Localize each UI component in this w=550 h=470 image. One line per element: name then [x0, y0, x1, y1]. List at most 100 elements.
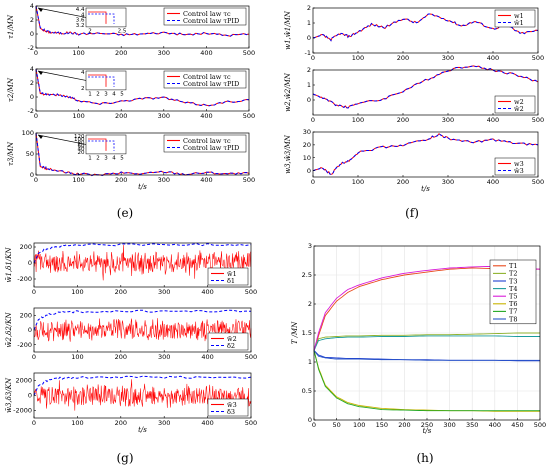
axes-frame — [33, 242, 252, 288]
legend-label: T6 — [509, 300, 517, 308]
inset-y-tick-label: 4 — [81, 12, 85, 18]
axes-frame — [312, 69, 539, 116]
series-e1-2 — [35, 5, 250, 37]
x-tick-label: 300 — [158, 176, 170, 184]
x-axis-label: t/s — [138, 426, 147, 434]
y-axis-label: w1,ŵ1/MN — [284, 10, 292, 50]
x-tick-label: 300 — [442, 178, 454, 186]
x-tick-label: 450 — [511, 421, 523, 429]
y-tick-label: 0 — [28, 259, 32, 267]
chart-g3: 0 100 200 300 400 500-200002000w̃3,δ3/KNt/sw̃… — [4, 372, 257, 434]
y-tick-label: 10 — [303, 154, 311, 162]
series-h-7 — [313, 350, 540, 412]
x-tick-label: 300 — [442, 54, 454, 62]
series-g1-1 — [33, 244, 252, 281]
inset-x-tick-label: 4 — [112, 91, 116, 97]
y-tick-label: 1 — [307, 81, 311, 89]
x-tick-label: 500 — [532, 178, 544, 186]
y-axis-label: w̃2,δ2/KN — [4, 312, 13, 348]
legend-label: T8 — [509, 315, 517, 323]
x-tick-label: 500 — [243, 49, 255, 57]
x-tick-label: 400 — [201, 353, 213, 361]
y-tick-label: 0 — [28, 392, 32, 400]
x-tick-label: 300 — [443, 421, 455, 429]
inset-series-tauc — [88, 11, 107, 24]
legend-label: w̃3 — [227, 400, 237, 409]
y-tick-label: -200 — [17, 341, 32, 349]
y-tick-label: 0 — [308, 416, 312, 424]
y-tick-label: 0.5 — [302, 387, 312, 395]
x-tick-label: 0 — [311, 54, 315, 62]
legend-label: T4 — [509, 285, 517, 293]
legend-label: δ3 — [227, 408, 235, 416]
legend-label: Control law τPID — [183, 17, 239, 25]
series-f1-2 — [312, 13, 539, 42]
x-tick-label: 400 — [487, 54, 499, 62]
inset-y-tick-label: 4 — [81, 70, 85, 76]
x-tick-label: 350 — [466, 421, 478, 429]
y-tick-label: -1 — [305, 49, 311, 57]
y-tick-label: -2 — [28, 107, 34, 115]
x-tick-label: 0 — [34, 112, 38, 120]
x-tick-label: 500 — [243, 176, 255, 184]
legend-label: ŵ1 — [514, 19, 524, 27]
x-tick-label: 100 — [71, 419, 83, 427]
x-tick-label: 0 — [32, 419, 36, 427]
legend-label: Control law τPID — [183, 144, 239, 152]
y-axis-label: τ1/MN — [7, 14, 15, 39]
panel-letter-e: (e) — [117, 206, 133, 220]
inset-y-tick-label: 60 — [78, 144, 85, 150]
legend-label: δ1 — [227, 277, 235, 285]
inset-x-tick-label: 2 — [88, 28, 92, 34]
series-g2-1 — [33, 318, 252, 345]
y-tick-label: 2 — [30, 79, 34, 87]
chart-h: 0 50 100 150 200 250 300 350 400 450 500 0 0.5 1 1.5 2 2… — [291, 242, 546, 435]
inset-y-tick-label: 3.2 — [76, 23, 85, 29]
axes-frame — [35, 5, 250, 49]
y-tick-label: 0 — [30, 30, 34, 38]
x-tick-label: 300 — [442, 116, 454, 124]
y-tick-label: 100 — [22, 129, 34, 137]
inset-arrow — [37, 70, 87, 81]
x-tick-label: 200 — [398, 421, 410, 429]
x-tick-label: 500 — [245, 288, 257, 296]
y-tick-label: 1 — [308, 358, 312, 366]
panel-letter-g: (g) — [116, 451, 133, 465]
x-tick-label: 200 — [397, 54, 409, 62]
inset-x-tick-label: 2 — [96, 91, 100, 97]
inset-x-tick-label: 2.5 — [118, 28, 127, 34]
inset-x-tick-label: 5 — [120, 91, 124, 97]
inset-series-tauc — [88, 74, 107, 87]
inset-arrowhead — [38, 8, 43, 12]
y-axis-label: w3,ŵ3/MN — [284, 134, 292, 174]
x-tick-label: 0 — [34, 49, 38, 57]
x-tick-label: 200 — [397, 178, 409, 186]
legend-label: ŵ3 — [514, 167, 524, 175]
x-tick-label: 300 — [158, 112, 170, 120]
panel-letter-h: (h) — [416, 451, 433, 465]
x-tick-label: 400 — [201, 419, 213, 427]
y-tick-label: 1 — [307, 19, 311, 27]
y-tick-label: 2 — [307, 66, 311, 74]
x-tick-label: 400 — [200, 112, 212, 120]
panel-letter-f: (f) — [405, 206, 419, 220]
x-tick-label: 400 — [489, 421, 501, 429]
y-tick-label: 200 — [20, 243, 32, 251]
legend-label: w2 — [514, 98, 524, 106]
x-tick-label: 0 — [311, 178, 315, 186]
x-tick-label: 300 — [158, 419, 170, 427]
legend-label: T3 — [509, 277, 517, 285]
inset-y-tick-label: 40 — [78, 147, 85, 153]
inset-y-tick-label: 100 — [74, 137, 85, 143]
x-tick-label: 400 — [200, 49, 212, 57]
legend-box — [163, 134, 247, 153]
y-tick-label: 2 — [308, 300, 312, 308]
x-tick-label: 500 — [532, 116, 544, 124]
y-tick-label: 3 — [308, 242, 312, 250]
x-tick-label: 0 — [311, 116, 315, 124]
x-tick-label: 400 — [487, 178, 499, 186]
x-tick-label: 400 — [487, 116, 499, 124]
